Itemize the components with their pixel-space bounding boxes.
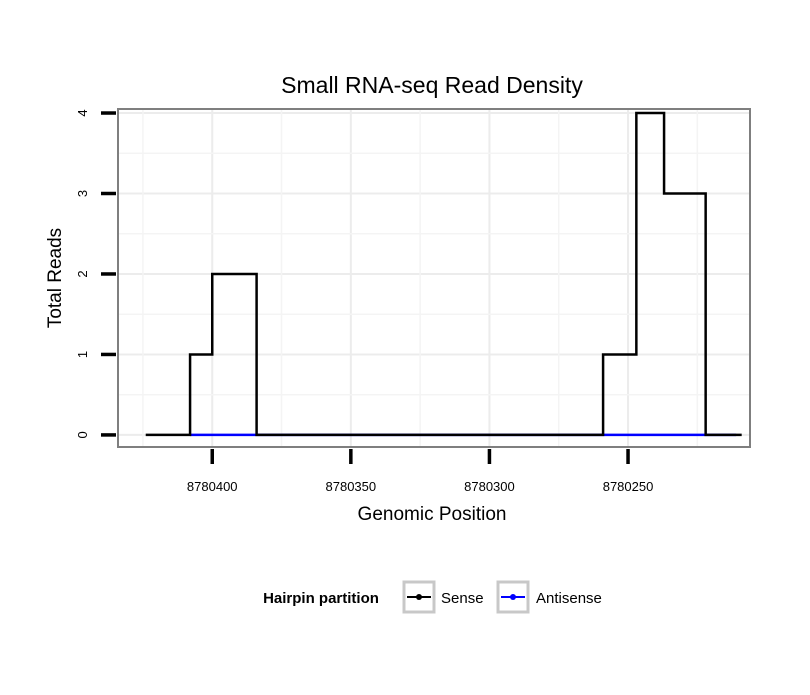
legend-label-sense: Sense xyxy=(441,590,484,607)
legend-entry-sense: Sense xyxy=(402,580,484,614)
legend: Hairpin partition Sense Antisense xyxy=(263,580,602,614)
series-layer xyxy=(145,111,742,437)
legend-swatch-dot-antisense xyxy=(510,594,516,600)
y-tick-label-2: 2 xyxy=(75,270,90,277)
y-axis-label: Total Reads xyxy=(45,228,66,328)
x-tick-label-3: 8780250 xyxy=(603,479,654,494)
x-tick-label-2: 8780300 xyxy=(464,479,515,494)
series-line-sense xyxy=(145,111,742,437)
y-tick-label-0: 0 xyxy=(75,431,90,438)
legend-swatch-dot-sense xyxy=(416,594,422,600)
x-tick-label-0: 8780400 xyxy=(187,479,238,494)
y-tick-label-3: 3 xyxy=(75,190,90,197)
legend-title: Hairpin partition xyxy=(263,590,379,607)
legend-label-antisense: Antisense xyxy=(536,590,602,607)
x-axis-label: Genomic Position xyxy=(358,504,507,525)
axes: 8780400 8780350 8780300 8780250 0 1 2 3 4 xyxy=(75,109,653,494)
y-tick-label-4: 4 xyxy=(75,109,90,116)
plot-border xyxy=(117,108,751,448)
x-tick-label-1: 8780350 xyxy=(326,479,377,494)
legend-entry-antisense: Antisense xyxy=(496,580,602,614)
chart-title: Small RNA-seq Read Density xyxy=(281,72,583,98)
y-tick-label-1: 1 xyxy=(75,351,90,358)
